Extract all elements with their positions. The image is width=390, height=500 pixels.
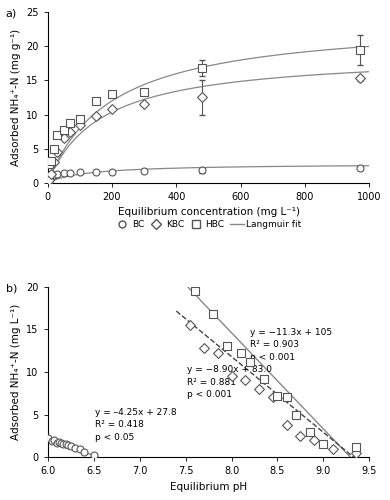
Point xyxy=(199,64,205,72)
Point xyxy=(51,436,57,444)
Point xyxy=(93,97,99,105)
Point xyxy=(356,46,363,54)
Point xyxy=(201,344,207,352)
X-axis label: Equilibrium pH: Equilibrium pH xyxy=(170,482,247,492)
Text: y = −8.90x + 83.0
R² = 0.881
p < 0.001: y = −8.90x + 83.0 R² = 0.881 p < 0.001 xyxy=(187,365,272,399)
Point xyxy=(60,126,67,134)
Point xyxy=(60,169,67,177)
Point xyxy=(199,166,205,174)
Point xyxy=(261,374,267,382)
Point xyxy=(77,120,83,128)
Point xyxy=(77,116,83,124)
Text: y = −11.3x + 105
R² = 0.903
p < 0.001: y = −11.3x + 105 R² = 0.903 p < 0.001 xyxy=(250,328,332,362)
Y-axis label: Adsorbed NH₄⁺-N (mg L⁻¹): Adsorbed NH₄⁺-N (mg L⁻¹) xyxy=(11,304,21,440)
Point xyxy=(93,168,99,176)
Point xyxy=(46,176,52,184)
Point xyxy=(256,385,262,393)
Point xyxy=(224,342,230,350)
Point xyxy=(353,449,359,457)
Point xyxy=(90,452,97,460)
Point xyxy=(54,170,60,178)
Point xyxy=(51,144,57,152)
Point xyxy=(215,349,221,357)
Point xyxy=(60,134,67,142)
Point xyxy=(48,174,54,182)
Point xyxy=(297,432,303,440)
Point xyxy=(229,372,235,380)
Point xyxy=(191,287,198,295)
Text: a): a) xyxy=(6,9,17,19)
Point xyxy=(93,112,99,120)
Point xyxy=(141,100,147,108)
Point xyxy=(60,440,66,448)
Point xyxy=(51,158,57,166)
Point xyxy=(187,321,193,329)
Point xyxy=(63,440,69,448)
Point xyxy=(67,120,73,128)
Point xyxy=(51,171,57,179)
Point xyxy=(65,441,71,449)
Point xyxy=(67,128,73,136)
Y-axis label: Adsorbed NH₄⁺-N (mg g⁻¹): Adsorbed NH₄⁺-N (mg g⁻¹) xyxy=(11,29,21,166)
Point xyxy=(242,376,248,384)
Point xyxy=(356,164,363,172)
Point xyxy=(109,168,115,176)
Point xyxy=(210,310,216,318)
Point xyxy=(81,448,87,456)
Point xyxy=(55,438,62,446)
Point xyxy=(77,168,83,176)
Point xyxy=(54,148,60,156)
Point xyxy=(307,428,313,436)
Point xyxy=(72,444,78,452)
Point xyxy=(356,74,363,82)
Point xyxy=(54,131,60,139)
Text: y = –4.25x + 27.8
R² = 0.418
p < 0.05: y = –4.25x + 27.8 R² = 0.418 p < 0.05 xyxy=(96,408,177,442)
Point xyxy=(67,169,73,177)
Point xyxy=(353,443,359,451)
X-axis label: Equilibrium concentration (mg L⁻¹): Equilibrium concentration (mg L⁻¹) xyxy=(117,207,300,217)
Point xyxy=(58,440,64,448)
Point xyxy=(311,436,317,444)
Point xyxy=(44,434,51,442)
Point xyxy=(284,420,290,428)
Point xyxy=(199,94,205,102)
Point xyxy=(46,176,52,184)
Point xyxy=(320,440,326,448)
Point xyxy=(48,170,54,178)
Point xyxy=(274,392,280,400)
Legend: BC, KBC, HBC, Langmuir fit: BC, KBC, HBC, Langmuir fit xyxy=(112,216,305,232)
Point xyxy=(238,349,244,357)
Point xyxy=(109,105,115,113)
Point xyxy=(270,394,276,402)
Point xyxy=(141,167,147,175)
Point xyxy=(284,394,290,402)
Point xyxy=(49,437,55,445)
Point xyxy=(46,160,52,168)
Point xyxy=(109,90,115,98)
Point xyxy=(330,444,336,452)
Text: b): b) xyxy=(6,284,17,294)
Point xyxy=(48,157,54,165)
Point xyxy=(247,358,253,366)
Point xyxy=(54,438,60,446)
Point xyxy=(77,446,83,454)
Point xyxy=(67,442,74,450)
Point xyxy=(293,410,299,418)
Point xyxy=(141,88,147,96)
